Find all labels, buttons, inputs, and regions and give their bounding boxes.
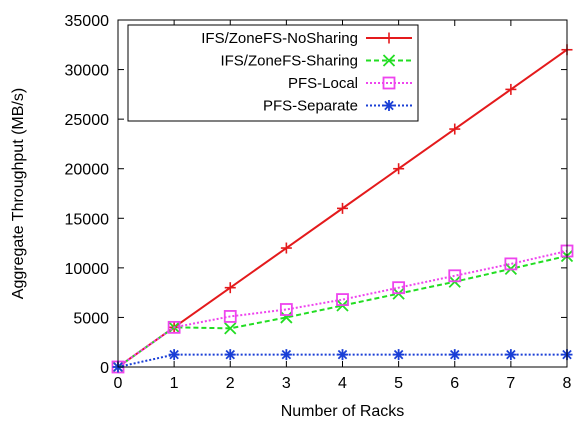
data-point: [279, 303, 293, 316]
data-point: [168, 349, 180, 361]
legend-label: PFS-Separate: [263, 98, 358, 115]
y-tick-label: 5000: [73, 310, 109, 327]
legend: IFS/ZoneFS-NoSharing IFS/ZoneFS-Sharing PF…: [127, 24, 419, 122]
data-point: [449, 349, 461, 361]
y-tick-label: 25000: [65, 112, 110, 129]
y-tick-label: 15000: [65, 211, 110, 228]
data-point: [393, 349, 405, 361]
ticks-layer: 0 1 2 3 4 5 6 7 8 0 5000 10000 15000 20000 25000 30000 3…: [65, 13, 572, 392]
data-point: [505, 83, 517, 95]
data-point: [224, 349, 236, 361]
y-tick-label: 35000: [65, 13, 110, 30]
y-axis-label: Aggregate Throughput (MB/s): [10, 88, 27, 299]
x-axis-label: Number of Racks: [281, 403, 405, 420]
x-tick-label: 1: [170, 375, 179, 392]
data-point: [336, 293, 349, 306]
x-tick-label: 0: [114, 375, 123, 392]
x-tick-label: 5: [394, 375, 403, 392]
series-line: [117, 254, 568, 368]
series-4: [112, 349, 573, 373]
data-point: [449, 123, 461, 135]
data-point: [337, 202, 348, 214]
data-point: [280, 349, 292, 361]
data-point: [224, 282, 236, 294]
legend-box: [127, 24, 419, 122]
legend-label: IFS/ZoneFS-Sharing: [220, 53, 358, 70]
data-point: [223, 310, 237, 323]
x-tick-label: 7: [506, 375, 515, 392]
data-point: [337, 349, 348, 361]
y-tick-label: 30000: [65, 63, 110, 80]
data-point: [505, 349, 517, 361]
x-tick-label: 8: [563, 375, 572, 392]
legend-label: IFS/ZoneFS-NoSharing: [201, 30, 358, 47]
legend-marker: [383, 32, 395, 44]
data-point: [392, 281, 406, 295]
data-point: [280, 311, 293, 324]
legend-marker: [382, 54, 396, 67]
data-point: [280, 242, 292, 254]
y-tick-label: 10000: [65, 261, 110, 278]
data-point: [393, 163, 405, 175]
x-tick-label: 6: [450, 375, 459, 392]
legend-marker: [382, 76, 396, 90]
y-tick-label: 0: [100, 360, 109, 377]
x-tick-label: 3: [282, 375, 291, 392]
legend-marker: [383, 100, 395, 111]
series-line: [117, 250, 568, 368]
data-point: [448, 269, 462, 283]
data-point: [224, 322, 237, 335]
x-tick-label: 2: [226, 375, 235, 392]
data-point: [504, 257, 518, 271]
x-tick-label: 4: [338, 375, 347, 392]
data-point: [167, 320, 181, 334]
y-tick-label: 20000: [65, 162, 110, 179]
series-layer: [111, 44, 574, 374]
legend-label: PFS-Local: [288, 75, 358, 92]
